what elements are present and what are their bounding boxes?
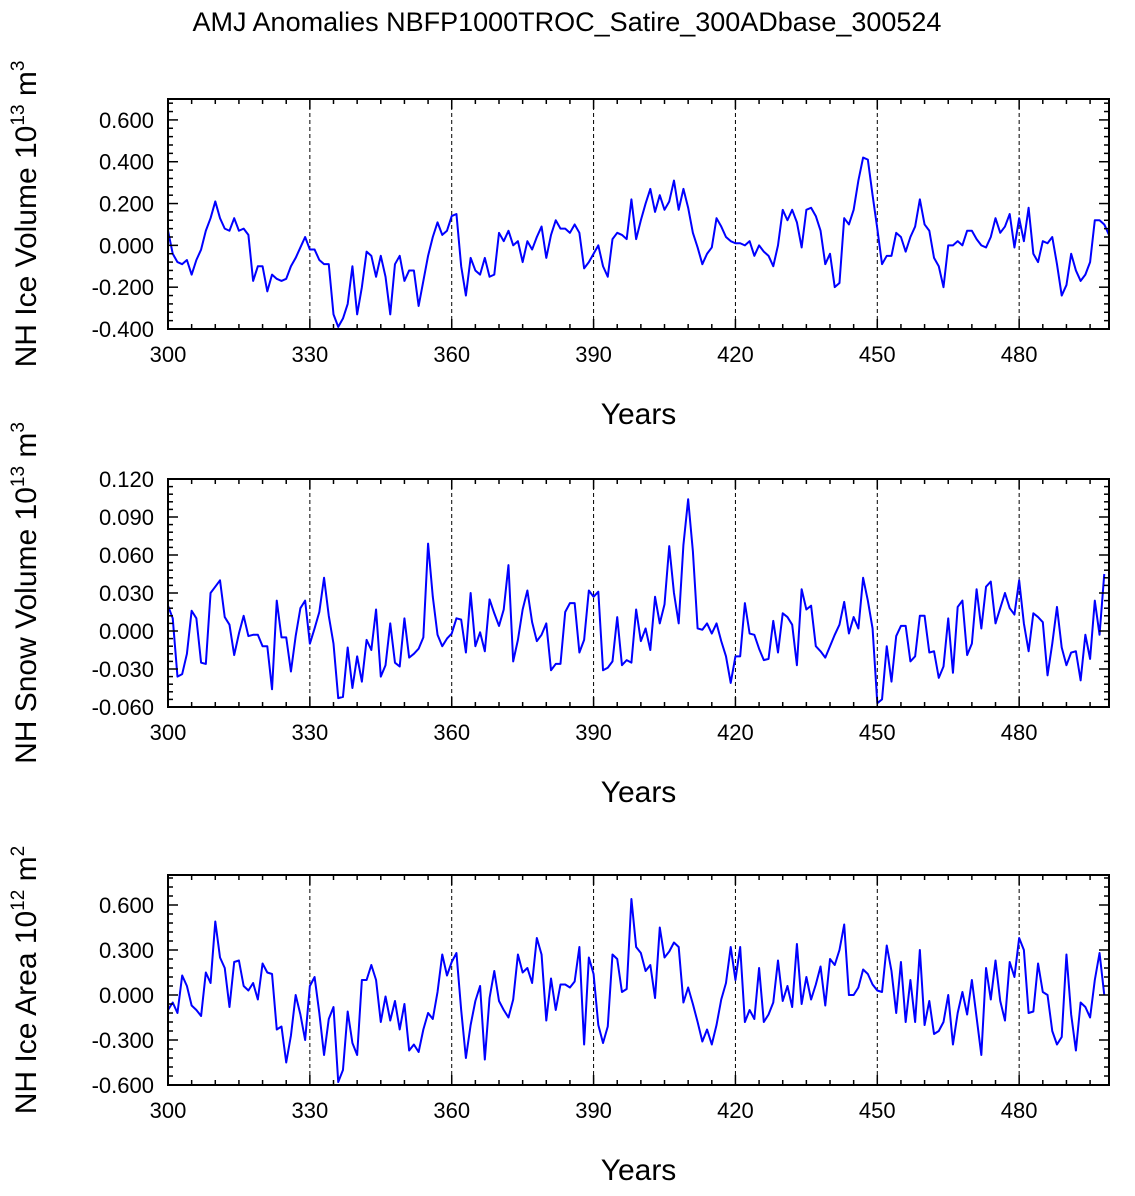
y-tick-label: 0.120 — [99, 467, 154, 492]
x-tick-label: 420 — [717, 720, 754, 745]
y-tick-label: -0.060 — [92, 695, 154, 720]
y-tick-label: 0.060 — [99, 543, 154, 568]
x-tick-label: 360 — [433, 1098, 470, 1123]
panel-ice-area: 300 330 360 390 420 450 480 -0.600 -0.300 0.000 0.… — [8, 846, 1110, 1187]
x-tick-label: 390 — [575, 720, 612, 745]
x-tick-label: 480 — [1001, 1098, 1038, 1123]
x-tick-label: 390 — [575, 1098, 612, 1123]
x-tick-label: 450 — [859, 1098, 896, 1123]
y-tick-label: 0.000 — [99, 983, 154, 1008]
y-tick-label: 0.000 — [99, 233, 154, 258]
y-axis-title: NH Ice Volume 1013 m3 — [8, 61, 43, 368]
plot-frame — [167, 98, 1110, 330]
y-tick-label: 0.600 — [99, 108, 154, 133]
x-tick-label: 420 — [717, 1098, 754, 1123]
y-tick-label: 0.600 — [99, 893, 154, 918]
y-tick-label: 0.090 — [99, 505, 154, 530]
x-axis-title: Years — [601, 776, 677, 809]
y-tick-label: -0.300 — [92, 1028, 154, 1053]
x-tick-label: 330 — [291, 720, 328, 745]
x-tick-label: 360 — [433, 342, 470, 367]
x-tick-label: 300 — [150, 1098, 187, 1123]
x-tick-label: 450 — [859, 342, 896, 367]
x-axis-title: Years — [601, 398, 677, 431]
series-line — [167, 498, 1106, 705]
x-tick-label: 330 — [291, 1098, 328, 1123]
y-tick-label: -0.030 — [92, 657, 154, 682]
y-tick-label: -0.200 — [92, 275, 154, 300]
y-tick-label: -0.600 — [92, 1073, 154, 1098]
y-axis-title: NH Ice Area 1012 m2 — [8, 846, 43, 1114]
panel-ice-volume: 300 330 360 390 420 450 480 -0.400 -0.200 0.000 0.… — [8, 61, 1110, 431]
x-tick-label: 300 — [150, 720, 187, 745]
figure-title: AMJ Anomalies NBFP1000TROC_Satire_300ADb… — [193, 7, 942, 37]
x-tick-label: 300 — [150, 342, 187, 367]
x-tick-label: 450 — [859, 720, 896, 745]
x-tick-label: 360 — [433, 720, 470, 745]
plot-frame — [167, 478, 1110, 708]
y-tick-label: -0.400 — [92, 317, 154, 342]
x-tick-label: 480 — [1001, 342, 1038, 367]
y-tick-label: 0.400 — [99, 150, 154, 175]
y-tick-label: 0.030 — [99, 581, 154, 606]
y-tick-label: 0.200 — [99, 192, 154, 217]
panel-snow-volume: 300 330 360 390 420 450 480 -0.060 -0.030 0.000 0.… — [8, 422, 1110, 809]
y-tick-label: 0.300 — [99, 938, 154, 963]
plot-frame — [167, 874, 1110, 1086]
x-tick-label: 480 — [1001, 720, 1038, 745]
y-axis-title: NH Snow Volume 1013 m3 — [8, 422, 43, 764]
series-line — [167, 898, 1106, 1083]
x-tick-label: 390 — [575, 342, 612, 367]
series-line — [167, 156, 1110, 328]
x-tick-label: 420 — [717, 342, 754, 367]
x-axis-title: Years — [601, 1154, 677, 1187]
y-tick-label: 0.000 — [99, 619, 154, 644]
x-tick-label: 330 — [291, 342, 328, 367]
